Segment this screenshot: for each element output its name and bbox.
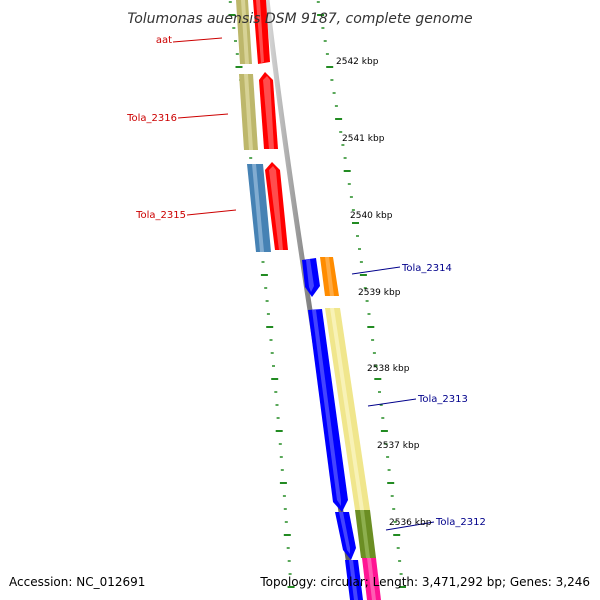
accession-text: Accession: NC_012691 [9,575,145,589]
gene-tola-2315[interactable] [247,162,288,252]
gene-aat-inner [241,0,249,64]
forward-strand-features [236,0,288,252]
gene-partial-bottom[interactable] [345,558,381,600]
leader-aat [172,37,223,43]
kbp-label-2537: 2537 kbp [377,441,420,451]
label-leaders [172,37,435,531]
kbp-label-2540: 2540 kbp [350,211,393,221]
gene-labels: aat Tola_2316 Tola_2315 Tola_2314 Tola_2… [126,35,486,528]
reverse-strand-features [302,257,381,600]
label-tola-2313: Tola_2313 [417,394,468,405]
leader-tola-2314 [351,266,401,275]
gene-tola-2314[interactable] [302,257,339,297]
kbp-label-2538: 2538 kbp [367,364,410,374]
gene-aat[interactable] [236,0,270,64]
kbp-label-2541: 2541 kbp [342,134,385,144]
label-tola-2315: Tola_2315 [135,210,186,221]
gene-tola-2316[interactable] [239,72,278,150]
leader-tola-2313 [367,398,417,407]
gene-tola-2312[interactable] [335,510,376,560]
gene-tola-2313[interactable] [308,308,370,512]
label-aat: aat [156,35,172,46]
map-title: Tolumonas auensis DSM 9187, complete gen… [127,11,472,27]
leader-tola-2312 [385,521,435,531]
outer-tick-ring [316,1,406,588]
topology-summary: Topology: circular; Length: 3,471,292 bp… [259,575,590,589]
label-tola-2312: Tola_2312 [435,517,486,528]
kbp-labels: 2542 kbp 2541 kbp 2540 kbp 2539 kbp 2538… [336,57,432,528]
kbp-label-2542: 2542 kbp [336,57,379,67]
leader-tola-2315 [186,209,237,216]
kbp-label-2539: 2539 kbp [358,288,401,298]
kbp-label-2536: 2536 kbp [389,518,432,528]
label-tola-2316: Tola_2316 [126,113,177,124]
label-tola-2314: Tola_2314 [401,263,452,274]
leader-tola-2316 [177,113,229,119]
